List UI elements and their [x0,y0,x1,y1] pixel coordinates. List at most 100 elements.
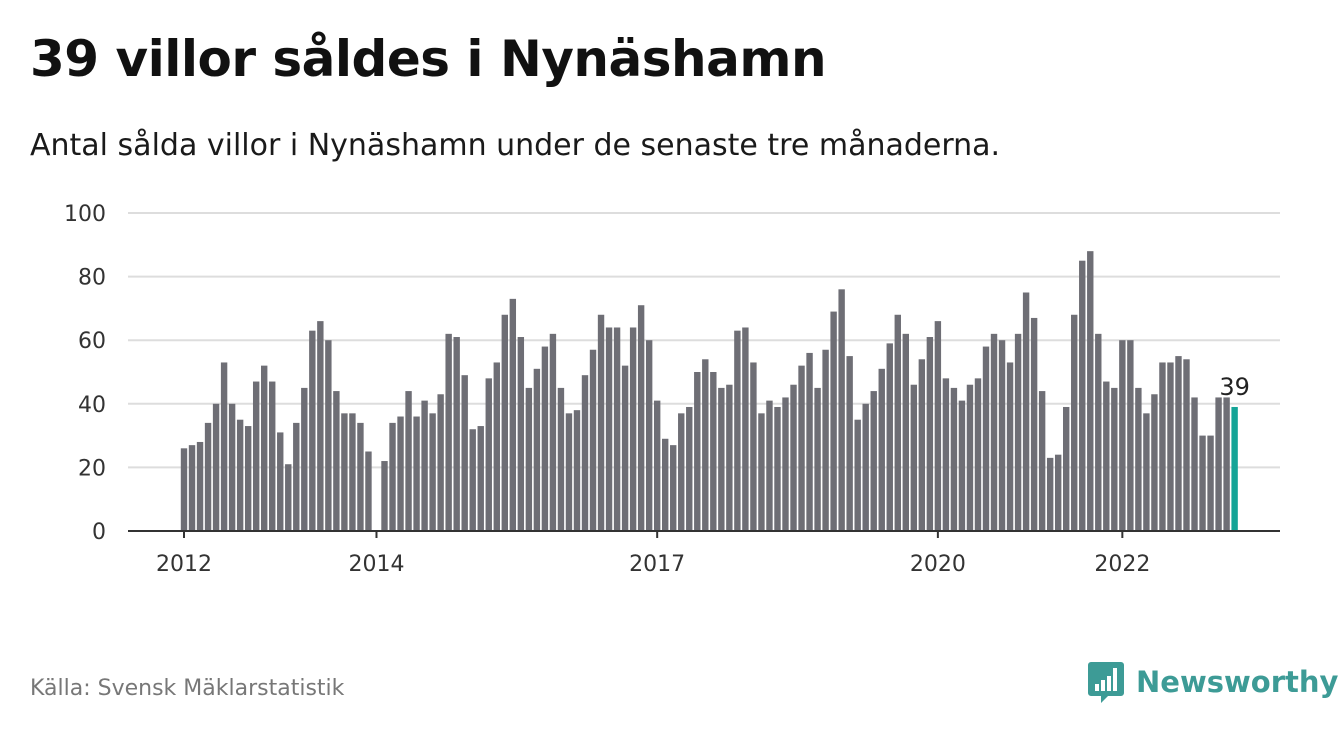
bar [525,387,533,531]
bar [1135,387,1142,531]
y-tick-label: 80 [78,266,106,291]
bar [381,461,388,531]
bar [1046,457,1054,531]
bar [196,441,204,531]
bar [1103,381,1110,531]
x-tick-label: 2012 [156,552,212,577]
bar [429,413,436,531]
bar [766,400,773,531]
bar [1022,292,1030,531]
bar [814,387,821,531]
bar [341,413,348,531]
bar [389,422,396,531]
bar [357,422,364,531]
bar [998,340,1006,531]
bar [1159,362,1166,531]
x-tick-label: 2022 [1094,552,1150,577]
chart-title: 39 villor såldes i Nynäshamn [30,30,827,88]
bar [942,378,950,531]
bar [1223,397,1230,531]
bar [1071,314,1078,531]
y-tick-label: 20 [78,456,106,481]
bar [220,362,228,531]
bar [1183,359,1190,531]
bar [894,314,901,531]
x-tick-label: 2017 [629,552,685,577]
bar [902,333,909,531]
bar [1014,333,1022,531]
bar [645,340,653,531]
bar [1143,413,1150,531]
bar [244,426,252,531]
bar [950,387,958,531]
bar [1095,333,1102,531]
bar [918,359,926,531]
bar [261,365,268,531]
x-tick-label: 2014 [348,552,404,577]
bar-highlight [1231,406,1238,531]
bar [966,384,974,531]
highlight-value-label: 39 [1219,373,1250,401]
bar [293,422,300,531]
bar [1151,394,1158,531]
bar [349,413,356,531]
bar [798,365,805,531]
bar [204,422,212,531]
bar [493,362,500,531]
bar-chart: 0 20 40 60 80 100 2012 2014 2017 2020 2022 39 [64,202,1280,577]
bar [309,330,316,531]
bar [838,289,845,531]
chart-subtitle: Antal sålda villor i Nynäshamn under de … [30,128,1001,163]
bar [734,330,741,531]
bar [910,384,918,531]
bar [1030,317,1038,531]
bar [180,448,188,531]
bar [982,346,990,531]
bar [822,349,829,531]
bar [629,327,637,531]
source-note: Källa: Svensk Mäklarstatistik [30,676,345,701]
bar [637,305,645,531]
y-tick-label: 40 [78,393,106,418]
bar [1175,356,1182,531]
bar [285,464,292,531]
bar [405,391,412,531]
bar [878,368,885,531]
bar [597,314,605,531]
y-axis-labels: 0 20 40 60 80 100 [64,202,106,545]
bar [782,397,789,531]
bar [317,321,324,531]
bar [846,356,853,531]
bar [774,406,781,531]
bar [806,352,813,531]
bar [750,362,757,531]
bar [277,432,284,531]
bar [1215,397,1222,531]
bar [533,368,541,531]
bar [188,445,196,531]
bar [854,419,861,531]
bar [1079,260,1086,531]
bar [365,451,372,531]
bar [445,333,452,531]
bar [549,333,557,531]
bar [653,400,661,531]
bar [269,381,276,531]
bar [670,445,677,531]
bar [870,391,877,531]
bar [662,438,669,531]
bar [477,426,484,531]
y-tick-label: 100 [64,202,106,227]
bar [1038,391,1046,531]
bar [934,321,942,531]
newsworthy-logo-icon [1088,662,1124,703]
bar [990,333,998,531]
x-axis-labels: 2012 2014 2017 2020 2022 [156,531,1150,577]
bar [694,372,701,531]
bar [926,337,934,531]
bar [557,387,565,531]
bars [180,251,1238,531]
bar [974,378,982,531]
bar [1127,340,1134,531]
newsworthy-logo[interactable]: Newsworthy [1088,660,1338,704]
